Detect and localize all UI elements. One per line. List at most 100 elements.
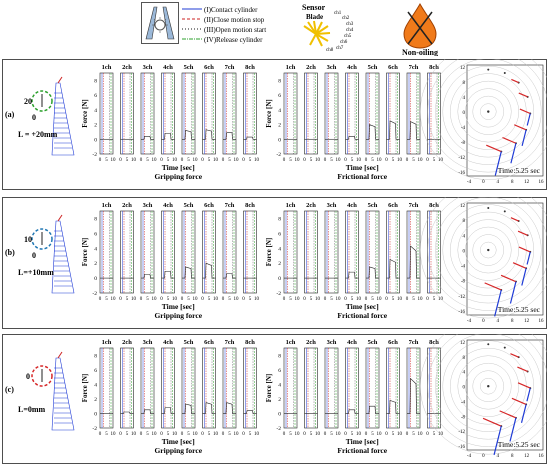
channel-label: 7ch: [225, 339, 235, 346]
polar-arrow-red: [510, 353, 519, 358]
y-tick-label: 4: [278, 108, 281, 114]
polar-arrow-red: [518, 246, 531, 253]
x-tick-label: 0: [283, 158, 286, 163]
y-tick-label: 6: [94, 231, 97, 237]
polar-y-tick: 12: [460, 66, 466, 71]
polar-ring: [457, 219, 519, 281]
x-tick-label: 5: [228, 297, 231, 302]
force-trace: [243, 410, 257, 414]
x-tick-label: 5: [208, 297, 211, 302]
x-tick-label: 10: [418, 158, 424, 163]
x-tick-label: 0: [385, 432, 388, 437]
x-tick-label: 10: [193, 432, 199, 437]
channel-label: 1ch: [102, 339, 112, 346]
panel-label: (c): [5, 385, 14, 394]
channel-label: 6ch: [388, 202, 398, 209]
polar-ring: [472, 234, 504, 266]
channel-label: 3ch: [143, 64, 153, 71]
x-tick-label: 0: [426, 432, 429, 437]
x-tick-label: 10: [315, 297, 321, 302]
x-tick-label: 0: [426, 158, 429, 163]
x-tick-label: 5: [351, 297, 354, 302]
zero-label: 0: [26, 372, 30, 381]
panel-label: (b): [5, 248, 15, 257]
polar-ring: [427, 197, 547, 311]
gripper-diagram-box: [141, 2, 179, 44]
polar-y-tick: -8: [461, 141, 466, 146]
time-label: Time:5.25 sec: [498, 305, 541, 314]
y-tick-label: 8: [278, 78, 281, 84]
time-label: Time:5.25 sec: [498, 166, 541, 175]
polar-arrow-red: [511, 397, 527, 405]
polar-ring: [457, 80, 519, 143]
x-tick-label: 10: [377, 297, 383, 302]
x-tick-label: 0: [140, 158, 143, 163]
force-trace: [386, 399, 400, 414]
x-tick-label: 0: [365, 297, 368, 302]
channel-label: 8ch: [245, 202, 255, 209]
x-tick-label: 10: [234, 158, 240, 163]
channel-label: 4ch: [163, 339, 173, 346]
polar-origin: [487, 110, 490, 113]
polar-arrow-blue: [526, 113, 531, 126]
polar-arrow-blue: [520, 404, 527, 423]
x-tick-label: 10: [356, 158, 362, 163]
gripper-diagram: [145, 6, 175, 40]
polar-y-tick: 8: [463, 81, 466, 86]
channel-label: 1ch: [102, 202, 112, 209]
force-trace: [345, 271, 359, 279]
x-tick-label: 10: [397, 158, 403, 163]
polar-x-tick: -4: [467, 180, 472, 185]
x-tick-label: 10: [336, 297, 342, 302]
y-tick-label: 0: [94, 137, 97, 143]
legend-label-release: (IV)Release cylinder: [204, 36, 263, 44]
force-trace: [223, 402, 236, 414]
force-trace: [407, 121, 420, 140]
force-trace: [223, 132, 236, 140]
x-tick-label: 10: [213, 432, 219, 437]
channel-label: 6ch: [388, 64, 398, 71]
y-tick-label: 4: [94, 382, 97, 388]
polar-origin: [487, 248, 490, 252]
x-tick-label: 5: [146, 158, 149, 163]
offset-value: 10: [24, 235, 32, 244]
x-tick-label: 10: [438, 297, 444, 302]
polar-x-tick: -4: [467, 454, 472, 459]
polar-arrow-red: [500, 274, 517, 283]
x-tick-label: 0: [385, 297, 388, 302]
x-tick-label: 10: [152, 432, 158, 437]
polar-ring: [457, 355, 519, 417]
polar-frame: [466, 202, 544, 316]
y-axis-label: Force [N]: [81, 238, 89, 266]
force-trace: [223, 273, 236, 279]
length-label: L = +20mm: [18, 130, 58, 139]
x-tick-label: 5: [126, 297, 129, 302]
x-tick-label: 0: [181, 158, 184, 163]
polar-arrow-red: [518, 92, 528, 98]
polar-ring: [480, 241, 497, 259]
polar-x-tick: 4: [497, 180, 500, 185]
y-tick-label: 4: [94, 108, 97, 114]
y-tick-label: -2: [276, 152, 281, 158]
x-tick-label: 5: [412, 158, 415, 163]
x-tick-label: 5: [412, 432, 415, 437]
polar-arrow-blue: [510, 143, 517, 164]
x-tick-label: 0: [406, 432, 409, 437]
y-tick-label: 6: [94, 93, 97, 99]
y-tick-label: 0: [278, 411, 281, 417]
legend-item-open-start: (III)Open motion start: [182, 26, 266, 34]
channel-label: 2ch: [306, 339, 316, 346]
channel-label: 3ch: [327, 202, 337, 209]
offset-circle: [31, 365, 53, 387]
y-tick-label: -2: [92, 152, 97, 158]
gripper-finger-icon: [51, 214, 75, 294]
sensor-ch-label: ch8: [326, 48, 334, 52]
x-tick-label: 0: [181, 297, 184, 302]
channel-label: 7ch: [409, 64, 419, 71]
offset-value: 20: [24, 97, 32, 106]
gripper-finger: [51, 357, 75, 431]
non-oiling-label: Non-oiling: [402, 48, 438, 56]
force-trace: [141, 409, 154, 414]
x-tick-label: 5: [289, 432, 292, 437]
